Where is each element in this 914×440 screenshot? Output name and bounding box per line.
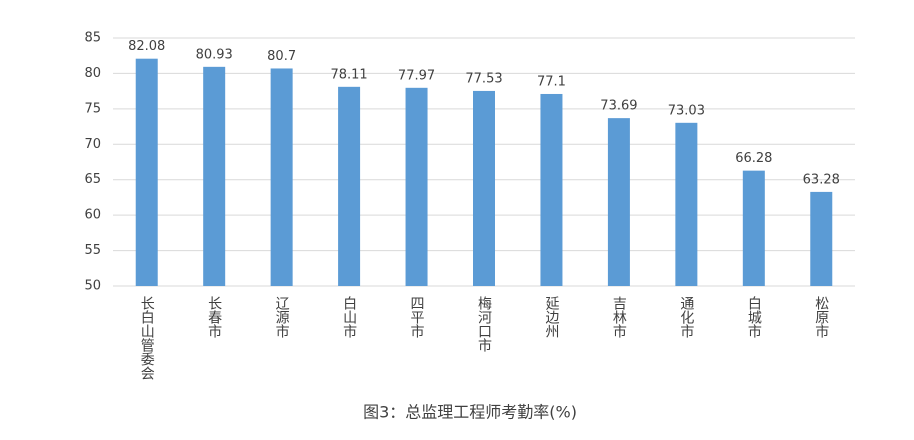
x-tick-label: 四平市 bbox=[409, 296, 425, 338]
data-label: 77.97 bbox=[398, 68, 435, 83]
data-label: 78.11 bbox=[330, 67, 367, 82]
y-tick-label: 80 bbox=[84, 66, 101, 81]
x-tick-label: 白山市 bbox=[341, 296, 357, 338]
bar bbox=[607, 118, 630, 286]
bar bbox=[473, 90, 495, 286]
data-label: 66.28 bbox=[735, 151, 772, 166]
y-tick-label: 70 bbox=[84, 137, 101, 152]
y-tick-label: 75 bbox=[84, 101, 101, 116]
bar bbox=[338, 86, 361, 286]
chart-title: 图3：总监理工程师考勤率(%) bbox=[363, 403, 577, 422]
data-label: 73.69 bbox=[600, 99, 637, 114]
y-tick-label: 55 bbox=[84, 243, 101, 258]
x-tick-label: 松原市 bbox=[813, 296, 829, 338]
bar bbox=[270, 68, 293, 287]
bar bbox=[742, 170, 765, 286]
y-tick-label: 65 bbox=[84, 172, 101, 187]
x-tick-label: 辽源市 bbox=[274, 296, 290, 338]
data-label: 73.03 bbox=[668, 103, 705, 118]
y-tick-label: 85 bbox=[84, 31, 101, 46]
bar bbox=[405, 87, 428, 287]
x-tick-label: 延边州 bbox=[543, 296, 559, 338]
bar bbox=[540, 93, 563, 286]
bar bbox=[675, 122, 698, 286]
x-tick-label: 吉林市 bbox=[611, 296, 627, 338]
data-label: 77.1 bbox=[537, 74, 566, 89]
bar bbox=[135, 58, 158, 287]
data-label: 80.7 bbox=[267, 49, 296, 64]
bar bbox=[203, 66, 226, 286]
data-label: 80.93 bbox=[196, 47, 233, 62]
x-tick-label: 梅河口市 bbox=[476, 296, 492, 352]
bar bbox=[810, 191, 833, 286]
y-tick-label: 60 bbox=[84, 208, 101, 223]
x-tick-label: 白城市 bbox=[746, 296, 762, 338]
data-label: 82.08 bbox=[128, 39, 165, 54]
data-label: 63.28 bbox=[803, 172, 840, 187]
y-tick-label: 50 bbox=[84, 279, 101, 294]
x-tick-label: 通化市 bbox=[678, 296, 694, 338]
x-tick-label: 长白山管委会 bbox=[139, 296, 155, 380]
data-label: 77.53 bbox=[465, 71, 502, 86]
x-tick-label: 长春市 bbox=[206, 296, 222, 338]
